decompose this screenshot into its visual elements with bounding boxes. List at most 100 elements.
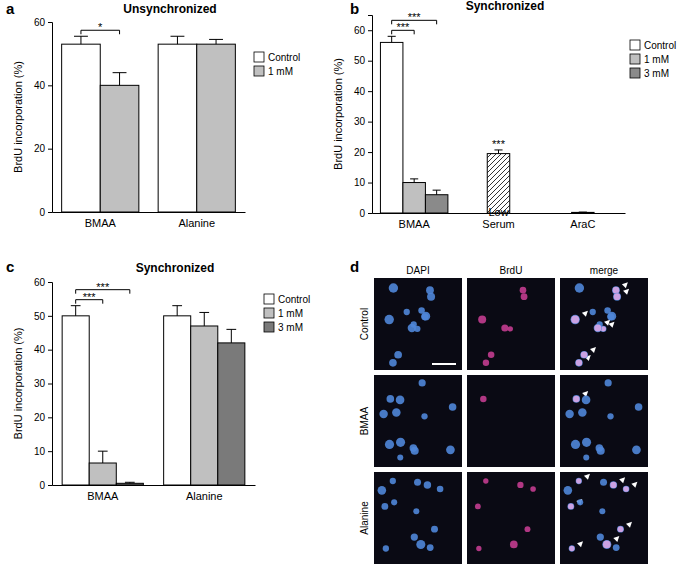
legend-label: 1 mM	[268, 66, 293, 77]
y-axis-title: BrdU incorporation (%)	[12, 328, 24, 440]
nucleus	[389, 283, 398, 292]
arrowhead	[582, 311, 588, 317]
tick: 30	[34, 378, 52, 389]
micrograph	[374, 375, 462, 467]
micrograph	[560, 278, 648, 370]
brdu-nucleus	[610, 482, 616, 488]
nucleus	[582, 396, 591, 405]
tick: BMAA	[399, 213, 431, 230]
row-label: Control	[359, 308, 370, 340]
nucleus	[570, 315, 579, 324]
nucleus	[617, 526, 624, 533]
brdu-nucleus	[483, 478, 488, 483]
nucleus	[413, 508, 419, 514]
brdu-nucleus	[594, 324, 601, 331]
nucleus	[607, 413, 613, 419]
nucleus	[446, 445, 455, 454]
significance-label: *	[98, 21, 103, 33]
image-background	[467, 375, 555, 467]
tick-mark	[368, 61, 372, 62]
y-axis-title: BrdU incorporation (%)	[332, 58, 344, 170]
brdu-nucleus	[613, 287, 620, 294]
tick: 40	[354, 86, 372, 97]
micrograph	[374, 278, 462, 370]
tick: 40	[34, 80, 52, 91]
nucleus	[610, 481, 617, 488]
tick-label: 60	[34, 277, 46, 288]
panel-label: a	[6, 0, 15, 17]
tick-label: AraC	[570, 218, 595, 230]
brdu-nucleus	[476, 546, 481, 551]
nucleus	[580, 351, 588, 359]
tick-mark	[48, 316, 52, 317]
error-bar	[74, 36, 88, 44]
tick: 20	[34, 143, 52, 154]
nucleus	[421, 413, 427, 419]
tick-label: 40	[34, 80, 46, 91]
figure-svg: 0 20 40 60 BMAA Alanine BrdU incorporation (%)…	[0, 0, 685, 578]
bar	[191, 326, 218, 485]
nucleus	[427, 544, 434, 551]
tick: 40	[34, 344, 52, 355]
row-label: BMAA	[359, 407, 370, 436]
tick: 60	[34, 277, 52, 288]
nucleus	[411, 534, 418, 541]
arrowhead	[631, 482, 637, 488]
tick: Alanine	[186, 485, 223, 502]
nucleus	[578, 408, 586, 416]
tick-label: 30	[34, 378, 46, 389]
brdu-nucleus	[501, 324, 508, 331]
significance-label: ***	[408, 11, 422, 23]
legend-swatch	[254, 66, 264, 76]
image-background	[560, 375, 648, 467]
tick-mark	[368, 30, 372, 31]
bar	[403, 183, 425, 213]
brdu-nucleus	[521, 293, 528, 300]
brdu-nucleus	[581, 351, 588, 358]
bar	[572, 212, 594, 213]
error-bar	[433, 190, 441, 195]
tick-label: 30	[354, 116, 366, 127]
legend-label: 3 mM	[278, 322, 303, 333]
tick: AraC	[570, 213, 595, 230]
bar	[197, 44, 236, 212]
nucleus	[564, 486, 573, 495]
tick-label: 60	[354, 25, 366, 36]
nucleus	[571, 440, 580, 449]
nucleus	[582, 438, 591, 447]
nucleus	[427, 293, 435, 301]
nucleus	[389, 359, 397, 367]
tick-mark	[368, 122, 372, 123]
nucleus	[437, 486, 444, 493]
tick: 0	[359, 208, 372, 219]
tick-label: Alanine	[186, 490, 223, 502]
significance-label: ***	[492, 138, 506, 150]
brdu-nucleus	[480, 396, 486, 402]
error-bar	[199, 312, 209, 326]
row-label: Alanine	[359, 501, 370, 535]
bar	[218, 343, 245, 485]
tick: 60	[34, 17, 52, 28]
nucleus	[394, 351, 402, 359]
tick: LowSerum	[482, 206, 514, 230]
error-bar	[388, 36, 396, 42]
tick: 10	[354, 177, 372, 188]
nucleus	[607, 312, 616, 321]
tick-label: LowSerum	[482, 206, 514, 230]
nucleus	[599, 508, 605, 514]
nucleus	[408, 324, 416, 332]
micrograph	[467, 375, 555, 467]
nucleus	[597, 447, 605, 455]
brdu-nucleus	[508, 326, 513, 331]
legend-label: Control	[644, 40, 676, 51]
nucleus	[397, 455, 403, 461]
tick-label: 20	[34, 412, 46, 423]
tick: 50	[34, 311, 52, 322]
nucleus	[565, 410, 573, 418]
image-background	[467, 472, 555, 564]
nucleus	[384, 315, 393, 324]
bar	[425, 195, 447, 213]
nucleus	[379, 410, 387, 418]
nucleus	[431, 526, 438, 533]
panel-label: b	[350, 0, 359, 17]
